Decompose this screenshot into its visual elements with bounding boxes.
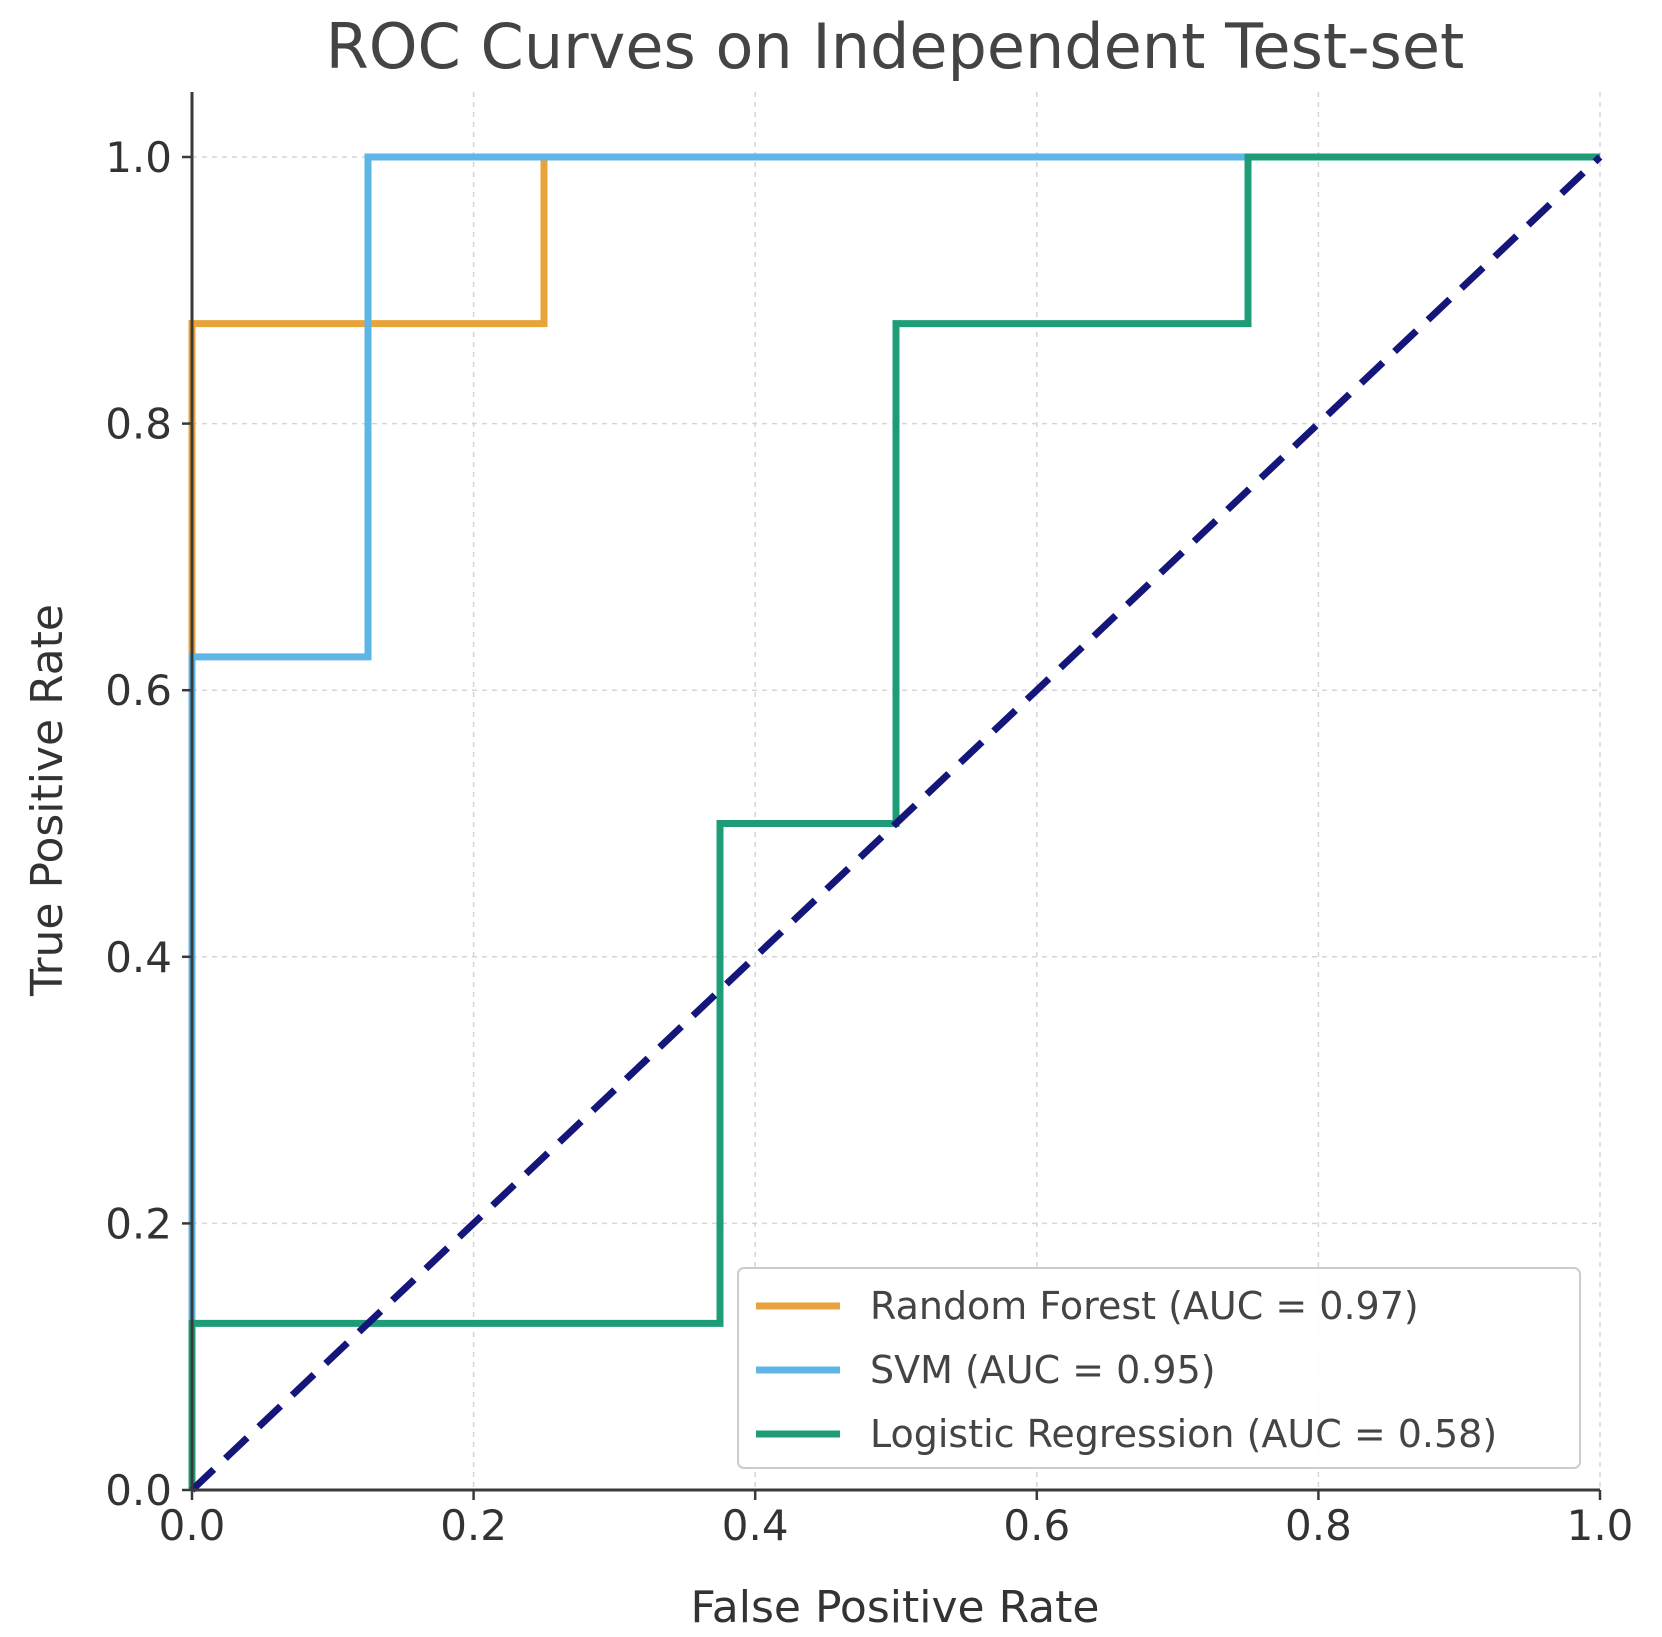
y-tick-label: 0.4 xyxy=(105,933,172,982)
chart-title: ROC Curves on Independent Test-set xyxy=(326,10,1465,83)
y-tick-label: 0.0 xyxy=(105,1466,172,1515)
y-tick-label: 0.6 xyxy=(105,666,172,715)
x-tick-label: 1.0 xyxy=(1567,1501,1634,1550)
legend: Random Forest (AUC = 0.97) SVM (AUC = 0.9… xyxy=(737,1267,1581,1469)
y-tick-label: 0.8 xyxy=(105,400,172,449)
x-tick-label: 0.0 xyxy=(159,1501,226,1550)
axes-layer xyxy=(190,92,1600,1492)
legend-label: Random Forest (AUC = 0.97) xyxy=(870,1284,1419,1328)
y-axis-label: True Positive Rate xyxy=(22,604,73,997)
chance-reference-line xyxy=(189,154,1603,1493)
y-tick-label: 0.2 xyxy=(105,1199,172,1248)
y-tick-label: 1.0 xyxy=(105,133,172,182)
x-tick-label: 0.6 xyxy=(1003,1501,1070,1550)
x-tick-label: 0.8 xyxy=(1285,1501,1352,1550)
x-tick-label: 0.2 xyxy=(440,1501,507,1550)
x-tick-label: 0.4 xyxy=(722,1501,789,1550)
legend-label: SVM (AUC = 0.95) xyxy=(870,1348,1216,1392)
legend-label: Logistic Regression (AUC = 0.58) xyxy=(870,1412,1497,1456)
ticks-layer: 0.0 0.2 0.4 0.6 0.8 1.0 0.0 0.2 0.4 0.6 0.8 1.0 xyxy=(105,133,1633,1550)
legend-box xyxy=(737,1267,1581,1469)
x-axis-label: False Positive Rate xyxy=(691,1582,1100,1633)
